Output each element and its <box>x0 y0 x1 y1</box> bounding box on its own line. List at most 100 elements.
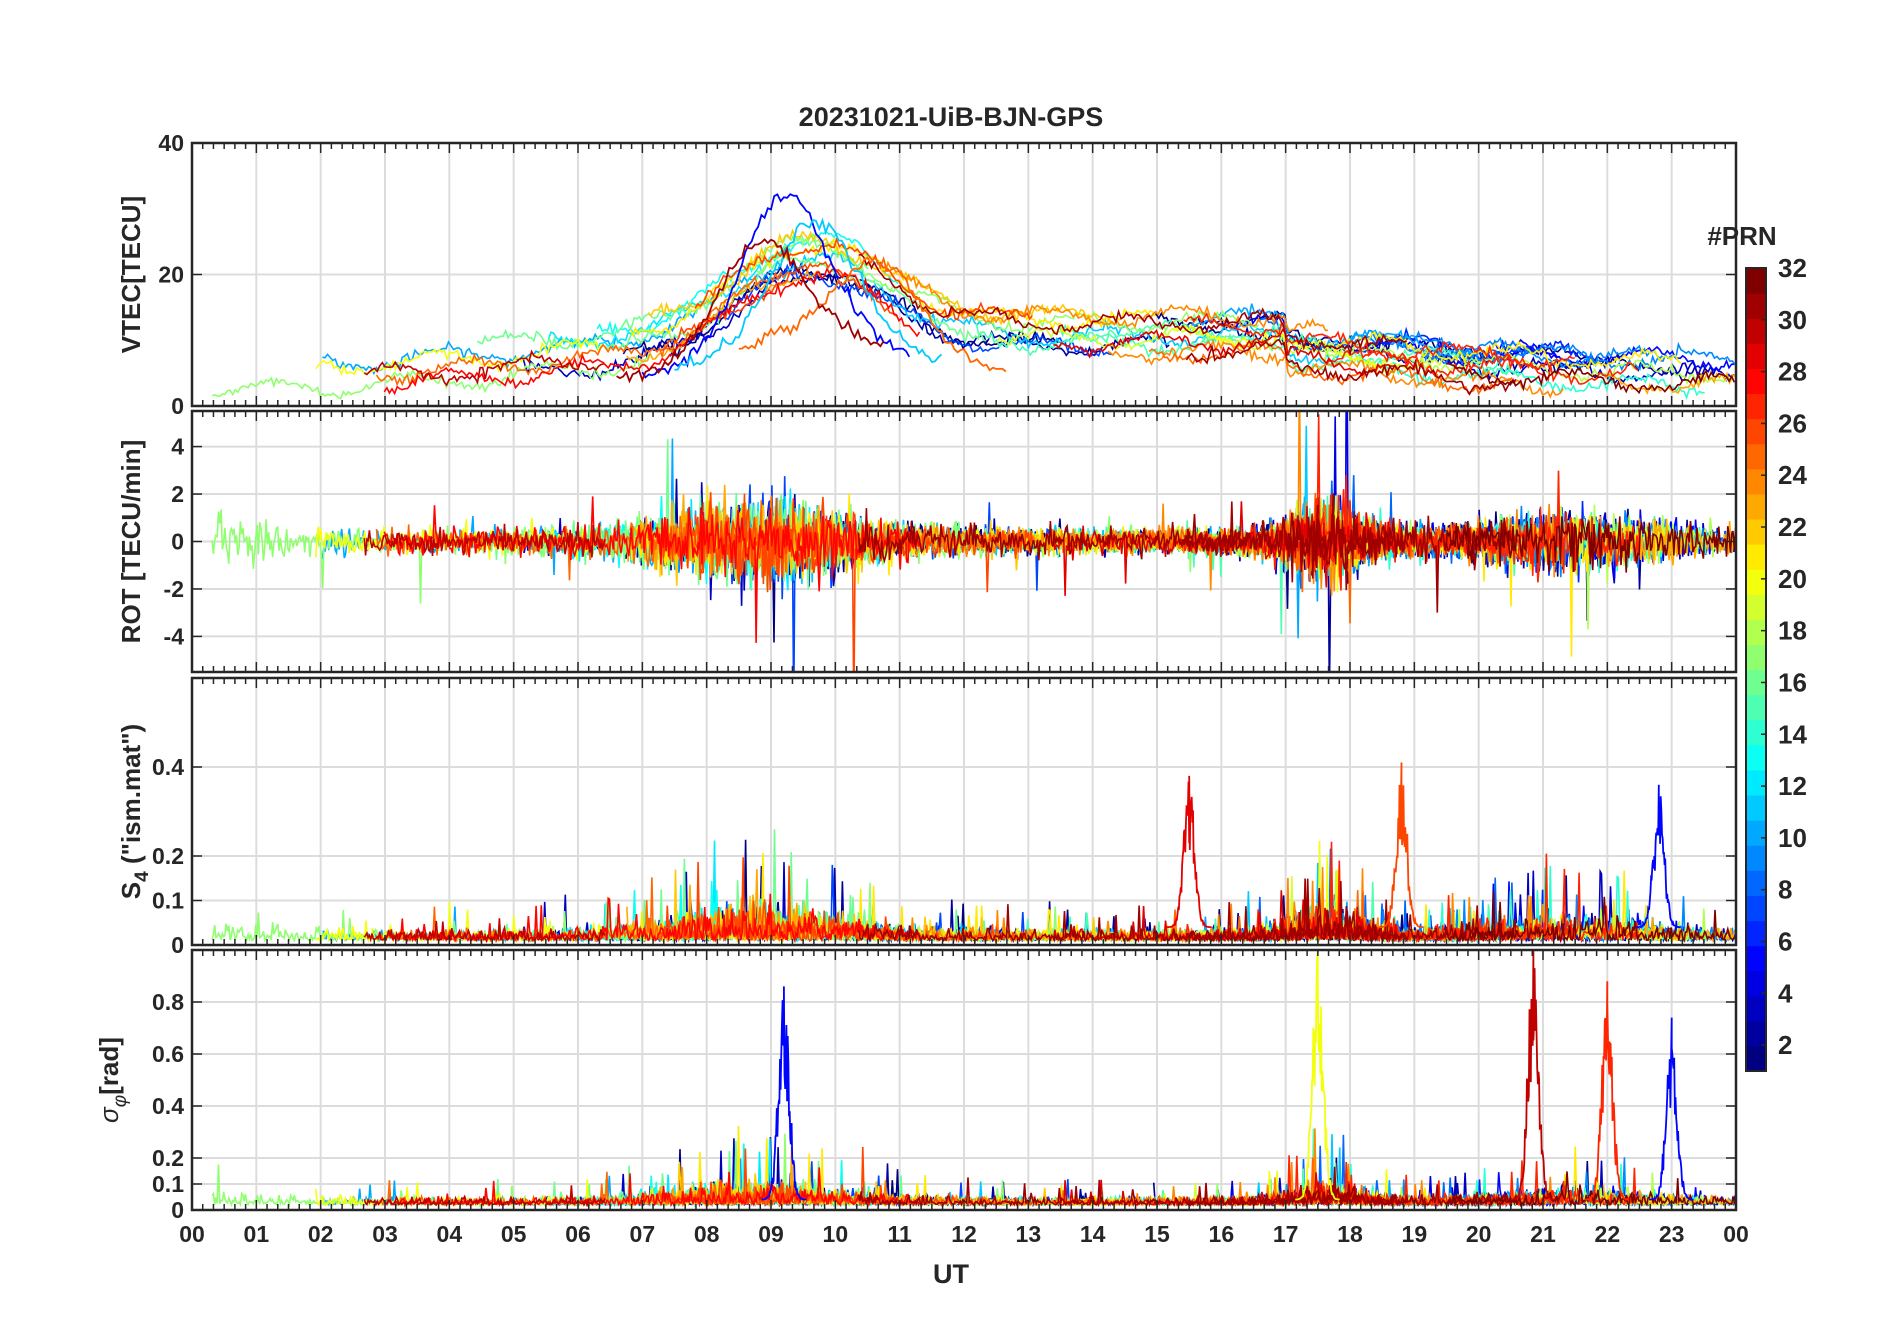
series-prn-32 <box>1446 1171 1736 1208</box>
y-tick-label: 2 <box>171 481 184 507</box>
panel-1: 0 20 40 VTEC[TECU] <box>116 130 1738 419</box>
series-prn-19 <box>996 326 1448 376</box>
feature-prn-11 <box>674 217 943 371</box>
x-tick-label: 04 <box>437 1221 463 1247</box>
x-tick-label: 20 <box>1466 1221 1492 1247</box>
y-tick-label: 0.8 <box>152 989 184 1015</box>
series-prn-30 <box>363 521 606 558</box>
y-tick-label: 20 <box>158 262 184 288</box>
colorbar-swatch <box>1746 493 1766 520</box>
x-tick-label: 23 <box>1659 1221 1685 1247</box>
colorbar-swatch <box>1746 594 1766 620</box>
x-tick-label: 13 <box>1016 1221 1042 1247</box>
x-tick-label: 00 <box>179 1221 205 1247</box>
colorbar-swatch <box>1746 368 1766 395</box>
colorbar-tick-label: 18 <box>1778 616 1807 646</box>
series-prn-23 <box>626 268 821 363</box>
series-prn-26 <box>694 236 1033 321</box>
chart-title: 20231021-UiB-BJN-GPS <box>799 102 1104 132</box>
series-prn-28 <box>383 496 921 643</box>
colorbar-swatch <box>1746 744 1766 771</box>
series-prn-10 <box>1181 303 1474 359</box>
x-tick-label: 10 <box>823 1221 849 1247</box>
x-tick-label: 06 <box>565 1221 591 1247</box>
colorbar-swatch <box>1746 619 1766 646</box>
series-prn-31 <box>857 1166 1409 1208</box>
colorbar-swatch <box>1746 468 1766 495</box>
y-tick-label: 0.4 <box>152 1093 184 1119</box>
feature-prn-26 <box>1378 762 1424 929</box>
series-prn-24 <box>882 260 1329 333</box>
colorbar-swatch <box>1746 343 1766 369</box>
colorbar-tick-label: 10 <box>1778 823 1807 853</box>
x-tick-label: 00 <box>1723 1221 1749 1247</box>
series-prn-31 <box>857 501 1409 591</box>
colorbar-tick-label: 16 <box>1778 667 1807 697</box>
y-tick-label: 0.6 <box>152 1041 184 1067</box>
colorbar-swatch <box>1746 719 1766 746</box>
x-tick-label: 21 <box>1530 1221 1556 1247</box>
colorbar-swatch <box>1746 268 1766 294</box>
series-prn-25 <box>1148 338 1513 396</box>
series-prn-31 <box>1185 338 1517 396</box>
series-group <box>211 411 1736 672</box>
series-prn-32 <box>1445 891 1736 944</box>
x-tick-label: 08 <box>694 1221 720 1247</box>
colorbar-swatch <box>1746 970 1766 997</box>
colorbar-swatch <box>1746 820 1766 846</box>
feature-prn-27 <box>1584 981 1630 1201</box>
colorbar-swatch <box>1746 995 1766 1022</box>
series-prn-2 <box>669 272 1170 357</box>
colorbar-tick-label: 4 <box>1778 978 1793 1008</box>
feature-prn-5 <box>1636 784 1681 929</box>
colorbar-tick-label: 14 <box>1778 719 1807 749</box>
series-prn-29 <box>1053 328 1396 377</box>
y-tick-label: 4 <box>171 434 184 460</box>
x-tick-label: 14 <box>1080 1221 1106 1247</box>
colorbar-swatch <box>1746 945 1766 972</box>
series-prn-16 <box>476 233 869 351</box>
colorbar-swatch <box>1746 769 1766 796</box>
y-tick-label: 0.1 <box>152 1171 184 1197</box>
colorbar-swatch <box>1746 1045 1766 1072</box>
series-prn-32 <box>1446 362 1736 395</box>
y-axis-label: VTEC[TECU] <box>116 196 146 353</box>
y-axis-label: S4 ("ism.mat") <box>116 724 153 899</box>
series-prn-22 <box>647 228 1115 327</box>
y-axis-label: ROT [TECU/min] <box>116 440 146 644</box>
y-tick-label: 0.2 <box>152 843 184 869</box>
y-tick-label: 0 <box>171 1197 184 1223</box>
series-prn-9 <box>1390 330 1736 372</box>
colorbar-label: #PRN <box>1707 221 1776 251</box>
x-tick-label: 11 <box>888 1221 913 1247</box>
series-prn-7 <box>725 263 1112 358</box>
series-prn-31 <box>857 878 1409 944</box>
x-tick-label: 07 <box>630 1221 656 1247</box>
series-group <box>211 193 1736 401</box>
feature-prn-25 <box>738 256 1007 373</box>
series-prn-30 <box>363 918 606 944</box>
y-tick-label: -2 <box>164 576 184 602</box>
x-tick-label: 15 <box>1144 1221 1170 1247</box>
colorbar-swatch <box>1746 895 1766 922</box>
colorbar-swatch <box>1746 293 1766 319</box>
colorbar-swatch <box>1746 443 1766 470</box>
series-prn-20 <box>315 1179 602 1208</box>
y-tick-label: 0.2 <box>152 1145 184 1171</box>
series-prn-23 <box>1602 371 1736 396</box>
colorbar-tick-label: 28 <box>1778 357 1807 387</box>
series-prn-9 <box>1350 329 1663 372</box>
panel-3: 0 0.1 0.2 0.4S4 ("ism.mat") <box>116 676 1738 958</box>
colorbar-tick-label: 30 <box>1778 305 1807 335</box>
x-tick-label: 05 <box>501 1221 527 1247</box>
x-tick-label: 22 <box>1595 1221 1621 1247</box>
series-prn-31 <box>858 253 1408 356</box>
colorbar-tick-label: 6 <box>1778 926 1792 956</box>
x-tick-label: 19 <box>1402 1221 1428 1247</box>
colorbar-swatch <box>1746 544 1766 570</box>
feature-prn-31 <box>616 238 885 384</box>
panel-2: -4 -2 0 2 4 ROT [TECU/min] <box>116 409 1738 674</box>
x-tick-label: 03 <box>372 1221 398 1247</box>
